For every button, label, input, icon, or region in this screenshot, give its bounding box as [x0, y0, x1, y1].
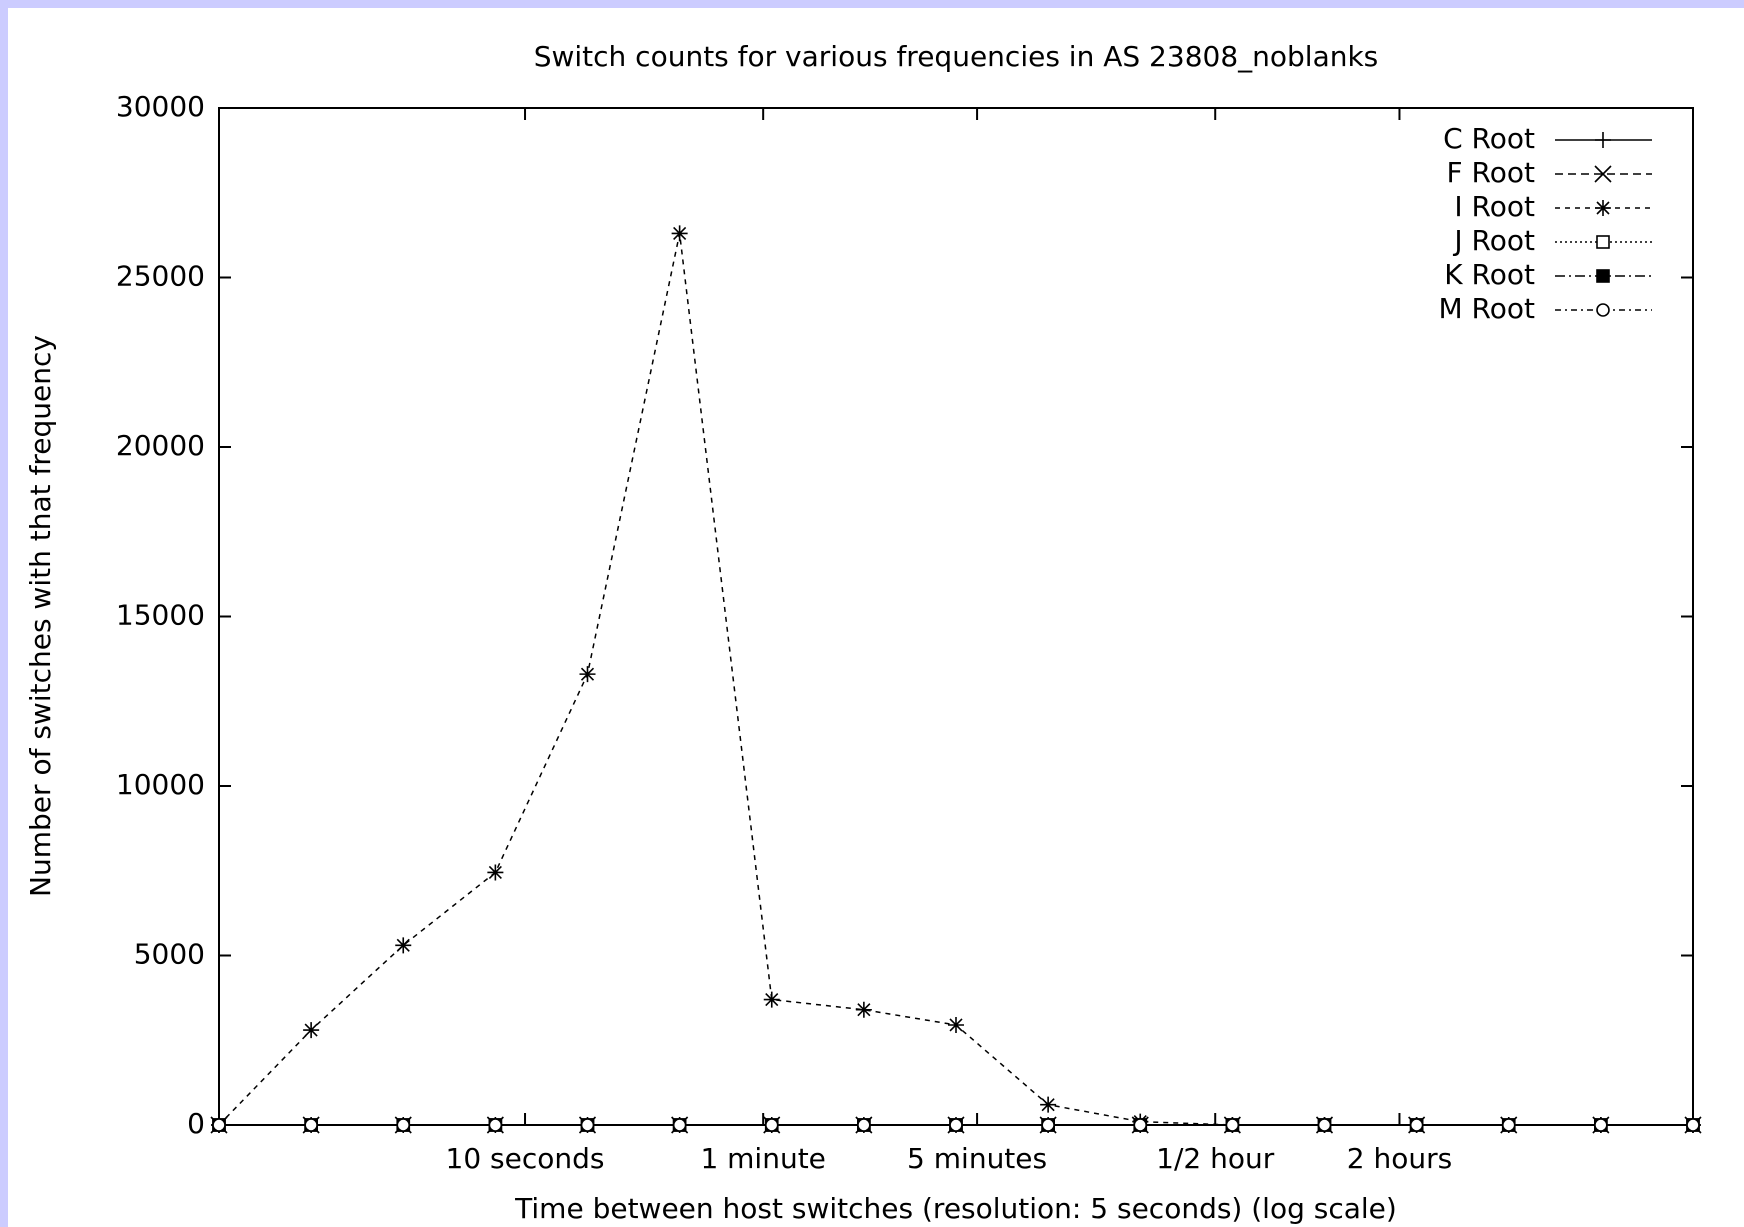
- point: [1041, 1118, 1055, 1132]
- point: [395, 937, 412, 954]
- point: [763, 991, 780, 1008]
- chart: Switch counts for various frequencies in…: [8, 8, 1744, 1227]
- legend-label: J Root: [1452, 224, 1535, 257]
- legend-label: F Root: [1447, 156, 1535, 189]
- x-axis-title: Time between host switches (resolution: …: [514, 1192, 1397, 1225]
- y-tick-label: 20000: [116, 429, 205, 462]
- chart-title: Switch counts for various frequencies in…: [534, 40, 1379, 73]
- y-tick-label: 25000: [116, 260, 205, 293]
- point: [949, 1118, 963, 1132]
- point: [672, 1118, 687, 1132]
- point: [580, 1118, 595, 1132]
- y-axis-title: Number of switches with that frequency: [24, 335, 57, 897]
- x-tick-label: 5 minutes: [907, 1142, 1047, 1175]
- point: [1133, 1118, 1148, 1132]
- legend-marker: [1596, 269, 1610, 283]
- point: [487, 864, 504, 881]
- point: [304, 1118, 318, 1132]
- legend-label: C Root: [1443, 122, 1535, 155]
- y-tick-label: 10000: [116, 768, 205, 801]
- point: [948, 1016, 964, 1033]
- legend-label: M Root: [1439, 292, 1536, 325]
- y-tick-label: 15000: [116, 599, 205, 632]
- point: [212, 1118, 226, 1132]
- point: [671, 225, 688, 242]
- point: [1040, 1096, 1057, 1113]
- legend-label: K Root: [1444, 258, 1535, 291]
- x-tick-label: 10 seconds: [446, 1142, 605, 1175]
- legend-marker: [1595, 132, 1611, 148]
- y-tick-label: 5000: [134, 938, 205, 971]
- point: [1686, 1118, 1700, 1132]
- x-tick-label: 1/2 hour: [1156, 1142, 1275, 1175]
- legend-marker: [1596, 235, 1610, 249]
- x-tick-label: 1 minute: [700, 1142, 825, 1175]
- legend-marker: [1595, 200, 1611, 216]
- point: [488, 1118, 503, 1132]
- series-line: [218, 233, 1693, 1126]
- point: [764, 1118, 779, 1132]
- point: [579, 666, 596, 683]
- y-tick-label: 0: [187, 1107, 205, 1140]
- y-tick-label: 30000: [116, 90, 205, 123]
- point: [1225, 1118, 1240, 1132]
- point: [857, 1118, 871, 1132]
- point: [855, 1001, 872, 1018]
- point: [1409, 1118, 1424, 1132]
- point: [1501, 1118, 1516, 1132]
- legend-marker: [1596, 303, 1610, 317]
- point: [396, 1118, 411, 1132]
- legend-label: I Root: [1454, 190, 1535, 223]
- point: [1594, 1118, 1608, 1132]
- point: [1317, 1118, 1332, 1132]
- x-tick-label: 2 hours: [1347, 1142, 1452, 1175]
- legend-marker: [1594, 165, 1612, 183]
- point: [303, 1022, 320, 1039]
